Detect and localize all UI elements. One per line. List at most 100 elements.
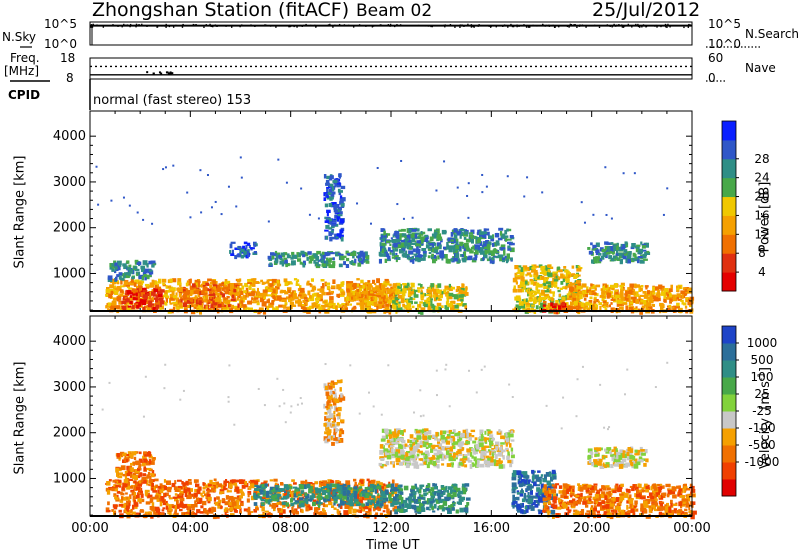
velocity-echo-cell xyxy=(379,488,382,491)
power-echo-cell xyxy=(242,294,247,299)
power-echo-cell xyxy=(287,287,292,292)
power-echo-cell xyxy=(385,253,390,258)
velocity-echo-cell xyxy=(294,500,300,504)
power-echo-cell xyxy=(226,288,230,292)
power-sparse-cell xyxy=(356,202,359,205)
power-echo-cell xyxy=(115,267,119,271)
nsky-point xyxy=(121,25,123,28)
power-echo-cell xyxy=(293,278,298,281)
power-echo-cell xyxy=(123,283,128,287)
power-echo-cell xyxy=(340,255,344,260)
power-echo-cell xyxy=(196,280,201,283)
power-sparse-cell xyxy=(317,217,320,220)
velocity-echo-cell xyxy=(133,486,138,491)
nsky-point xyxy=(358,24,361,26)
power-echo-cell xyxy=(524,267,529,270)
power-echo-cell xyxy=(147,296,150,300)
power-echo-cell xyxy=(157,284,160,288)
power-echo-cell xyxy=(381,297,386,301)
power-echo-cell xyxy=(233,305,238,309)
power-echo-cell xyxy=(201,299,206,302)
power-echo-cell xyxy=(308,260,313,264)
power-echo-cell xyxy=(434,246,440,250)
velocity-echo-cell xyxy=(277,508,282,511)
velocity-echo-cell xyxy=(291,490,296,493)
power-echo-cell xyxy=(436,233,442,238)
power-echo-cell xyxy=(321,304,326,308)
power-echo-cell xyxy=(643,300,647,305)
velocity-echo-cell xyxy=(377,498,380,502)
velocity-echo-cell xyxy=(367,484,371,488)
velocity-echo-cell xyxy=(279,496,282,500)
velocity-echo-cell xyxy=(309,484,315,487)
power-echo-cell xyxy=(109,265,114,270)
power-echo-cell xyxy=(626,255,632,259)
velocity-echo-cell xyxy=(231,501,237,506)
power-echo-cell xyxy=(140,265,146,270)
power-echo-cell xyxy=(493,242,498,247)
power-echo-cell xyxy=(313,292,318,297)
power-echo-cell xyxy=(209,285,213,288)
power-echo-cell xyxy=(583,283,587,287)
power-echo-cell xyxy=(245,244,248,249)
power-echo-cell xyxy=(319,253,323,257)
power-echo-cell xyxy=(609,294,614,299)
velocity-echo-cell xyxy=(166,503,169,506)
power-echo-cell xyxy=(439,250,444,254)
power-sparse-cell xyxy=(541,191,544,194)
power-echo-cell xyxy=(363,297,369,301)
power-echo-cell xyxy=(165,298,168,303)
power-echo-cell xyxy=(582,290,585,293)
power-echo-cell xyxy=(322,283,325,287)
power-echo-cell xyxy=(358,259,364,265)
power-echo-cell xyxy=(345,257,350,262)
power-echo-cell xyxy=(489,258,495,264)
velocity-echo-cell xyxy=(333,507,337,510)
power-echo-cell xyxy=(531,307,534,311)
velocity-echo-cell xyxy=(255,507,259,511)
power-echo-cell xyxy=(230,241,236,244)
nsky-point xyxy=(527,26,530,28)
power-sparse-cell xyxy=(666,187,669,190)
power-echo-cell xyxy=(326,209,331,213)
velocity-echo-cell xyxy=(172,506,175,509)
power-echo-cell xyxy=(203,300,209,303)
nsky-point xyxy=(209,24,211,27)
power-echo-cell xyxy=(446,246,451,250)
power-echo-cell xyxy=(271,282,275,286)
velocity-echo-cell xyxy=(125,509,131,515)
power-echo-cell xyxy=(212,280,216,284)
power-echo-cell xyxy=(398,237,402,241)
velocity-echo-cell xyxy=(147,494,153,498)
power-echo-cell xyxy=(479,231,484,235)
power-echo-cell xyxy=(453,239,456,244)
power-echo-cell xyxy=(328,183,334,187)
velocity-echo-cell xyxy=(273,498,279,502)
power-echo-cell xyxy=(649,290,655,296)
power-echo-cell xyxy=(456,303,460,307)
power-echo-cell xyxy=(152,307,157,312)
power-echo-cell xyxy=(324,216,327,220)
velocity-echo-cell xyxy=(365,502,369,506)
velocity-echo-cell xyxy=(139,501,142,504)
power-echo-cell xyxy=(333,209,336,213)
power-echo-cell xyxy=(588,300,593,303)
power-echo-cell xyxy=(402,283,407,286)
velocity-echo-cell xyxy=(326,484,330,488)
power-echo-cell xyxy=(395,291,400,294)
power-echo-cell xyxy=(458,289,463,294)
power-echo-cell xyxy=(331,191,336,195)
power-echo-cell xyxy=(400,298,405,304)
power-echo-cell xyxy=(247,308,252,311)
power-echo-cell xyxy=(275,257,279,263)
velocity-echo-cell xyxy=(307,504,311,508)
power-echo-cell xyxy=(206,301,210,305)
power-echo-cell xyxy=(208,293,214,297)
nsky-point xyxy=(516,25,518,28)
power-echo-cell xyxy=(363,259,366,263)
power-echo-cell xyxy=(646,307,650,312)
power-echo-cell xyxy=(565,279,570,283)
velocity-echo-cell xyxy=(333,499,338,504)
velocity-echo-cell xyxy=(214,481,219,485)
velocity-echo-cell xyxy=(167,488,172,493)
